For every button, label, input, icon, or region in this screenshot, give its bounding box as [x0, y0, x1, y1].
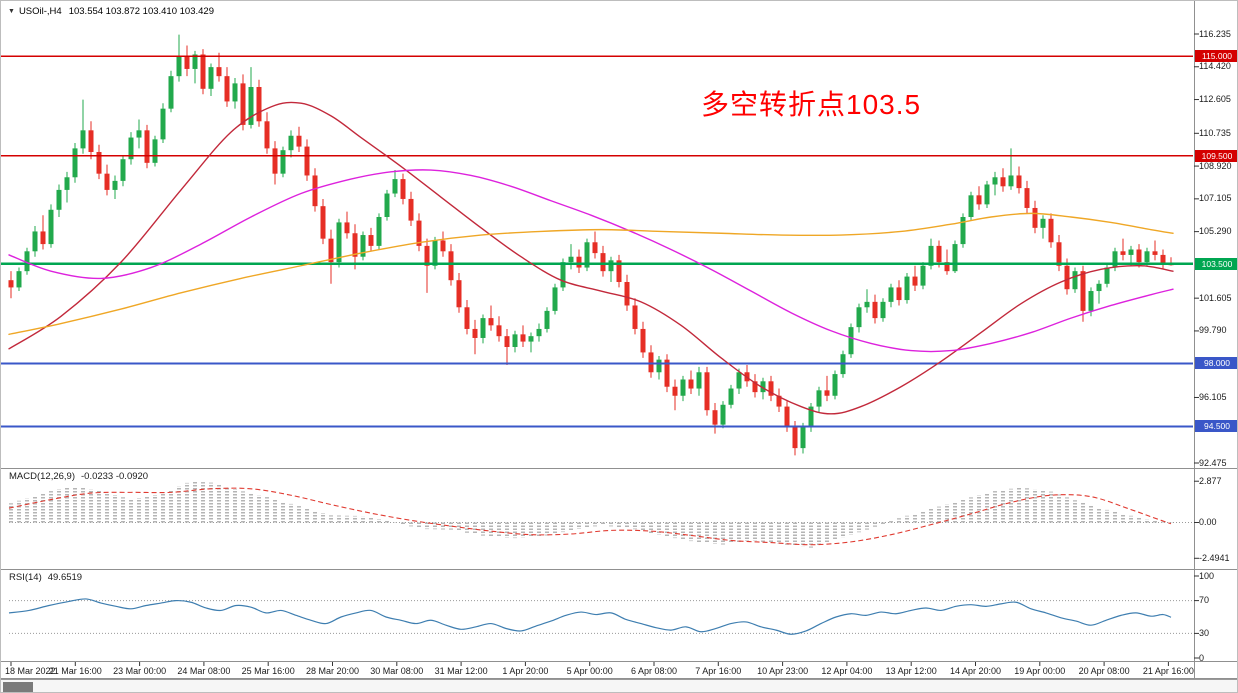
- time-tick-label: 21 Mar 16:00: [48, 666, 102, 676]
- price-tick-label: 105.290: [1199, 226, 1232, 237]
- chart-title: ▼ USOil-,H4 103.554 103.872 103.410 103.42…: [8, 6, 214, 17]
- price-tick-label: 108.920: [1199, 160, 1232, 171]
- scrollbar-handle[interactable]: [3, 682, 33, 692]
- symbol-timeframe-label: USOil-,H4: [18, 6, 62, 17]
- dropdown-triangle-icon[interactable]: ▼: [8, 8, 15, 15]
- price-tick-label: 107.105: [1199, 193, 1232, 204]
- time-tick-label: 10 Apr 23:00: [757, 666, 809, 676]
- moving-average-lines: [8, 101, 1174, 415]
- macd-values: -0.0233 -0.0920: [81, 471, 149, 482]
- macd-label: MACD(12,26,9): [9, 471, 75, 482]
- time-tick-label: 5 Apr 00:00: [566, 666, 613, 676]
- level-price-badge: 103.500: [1195, 257, 1237, 270]
- macd-tick-label: 2.877: [1199, 475, 1222, 486]
- time-tick-label: 18 Mar 2022: [5, 666, 56, 676]
- level-price-badge: 115.000: [1195, 50, 1237, 63]
- panel-separators: [1, 1, 1237, 679]
- time-tick-label: 31 Mar 12:00: [434, 666, 488, 676]
- axis-tick-marks: [10, 33, 1199, 666]
- time-tick-label: 1 Apr 20:00: [502, 666, 549, 676]
- macd-tick-label: -2.4941: [1199, 552, 1230, 563]
- horizontal-scrollbar[interactable]: [1, 679, 1237, 692]
- time-tick-label: 20 Apr 08:00: [1078, 666, 1130, 676]
- time-tick-label: 24 Mar 08:00: [177, 666, 231, 676]
- macd-tick-label: 0.00: [1199, 517, 1217, 527]
- time-tick-label: 23 Mar 00:00: [113, 666, 167, 676]
- time-tick-label: 6 Apr 08:00: [630, 666, 678, 676]
- rsi-tick-label: 30: [1199, 627, 1210, 638]
- price-tick-label: 114.420: [1199, 61, 1231, 72]
- time-tick-label: 21 Apr 16:00: [1142, 666, 1194, 676]
- ma-crimson: [8, 101, 1174, 415]
- time-tick-label: 25 Mar 16:00: [241, 666, 295, 676]
- level-lines: [1, 55, 1193, 428]
- ohlc-values: 103.554 103.872 103.410 103.429: [68, 6, 214, 17]
- macd-panel: [8, 481, 1193, 548]
- level-price-badge: 98.000: [1195, 357, 1237, 370]
- rsi-value: 49.6519: [47, 572, 83, 583]
- rsi-panel: [8, 598, 1193, 635]
- macd-signal-line: [8, 487, 1172, 546]
- price-tick-label: 99.790: [1199, 325, 1227, 336]
- price-tick-label: 116.235: [1199, 28, 1231, 39]
- level-price-badge: 94.500: [1195, 420, 1237, 433]
- time-tick-label: 19 Apr 00:00: [1014, 666, 1066, 676]
- rsi-line: [8, 598, 1172, 635]
- time-tick-label: 7 Apr 16:00: [695, 666, 742, 676]
- time-tick-label: 14 Apr 20:00: [949, 666, 1002, 676]
- price-tick-label: 96.105: [1199, 391, 1227, 402]
- price-tick-label: 92.475: [1199, 457, 1227, 468]
- price-tick-label: 112.605: [1199, 94, 1231, 105]
- macd-indicator-label: MACD(12,26,9) -0.0233 -0.0920: [9, 471, 148, 482]
- rsi-indicator-label: RSI(14) 49.6519: [9, 572, 82, 583]
- rsi-tick-label: 70: [1199, 595, 1210, 606]
- time-tick-label: 28 Mar 20:00: [305, 666, 360, 676]
- rsi-label: RSI(14): [9, 572, 42, 583]
- time-tick-label: 12 Apr 04:00: [821, 666, 873, 676]
- annotation-text[interactable]: 多空转折点103.5: [701, 89, 922, 120]
- rsi-tick-label: 100: [1199, 570, 1215, 581]
- time-tick-label: 13 Apr 12:00: [885, 666, 937, 676]
- ma-orange: [8, 212, 1174, 336]
- time-tick-label: 30 Mar 08:00: [370, 666, 424, 676]
- price-tick-label: 101.605: [1199, 292, 1232, 303]
- rsi-tick-label: 0: [1199, 652, 1205, 663]
- ma-magenta: [8, 169, 1174, 353]
- candlestick-series: [8, 34, 1174, 456]
- level-price-badge: 109.500: [1195, 149, 1237, 162]
- price-tick-label: 110.735: [1199, 127, 1231, 138]
